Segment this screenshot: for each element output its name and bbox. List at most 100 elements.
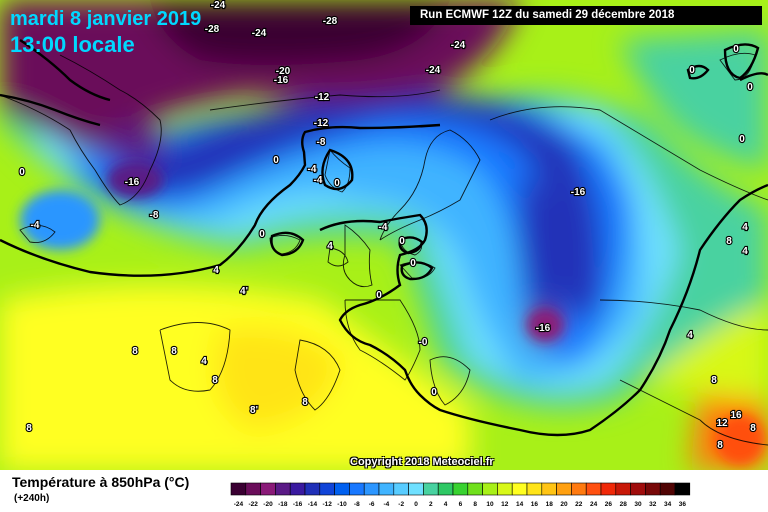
legend-swatch bbox=[645, 482, 661, 496]
legend-tick-label: 14 bbox=[516, 501, 524, 508]
legend-tick-label: 22 bbox=[575, 501, 583, 508]
forecast-time: 13:00 locale bbox=[10, 32, 135, 57]
legend-tick-label: 8 bbox=[473, 501, 477, 508]
legend-tick-label: -12 bbox=[322, 501, 332, 508]
isotherm-label: 8 bbox=[717, 440, 723, 451]
isotherm-label: 8 bbox=[302, 397, 308, 408]
isotherm-label: -16 bbox=[125, 177, 140, 188]
legend-swatch bbox=[363, 482, 380, 496]
isotherm-label: 0 bbox=[733, 44, 739, 55]
isotherm-label: 8' bbox=[250, 405, 258, 416]
isotherm-label: 0 bbox=[273, 155, 279, 166]
isotherm-label: -12 bbox=[315, 92, 330, 103]
isotherm-label: 4' bbox=[240, 286, 248, 297]
legend-tick-label: 32 bbox=[649, 501, 657, 508]
legend-tick-label: -14 bbox=[308, 501, 318, 508]
legend-tick-label: -20 bbox=[263, 501, 273, 508]
legend-tick-label: 24 bbox=[590, 501, 598, 508]
map-title: Température à 850hPa (°C) bbox=[12, 474, 190, 490]
isotherm-label: -0 bbox=[419, 337, 428, 348]
legend-swatch bbox=[556, 482, 572, 496]
isotherm-label: 8 bbox=[711, 375, 717, 386]
legend-swatch bbox=[378, 482, 395, 496]
isotherm-label: -24 bbox=[426, 65, 441, 76]
isotherm-label: 4 bbox=[327, 241, 333, 252]
legend-swatch bbox=[467, 482, 483, 496]
legend-tick-label: 0 bbox=[414, 501, 418, 508]
legend-swatch bbox=[437, 482, 454, 496]
isotherm-label: 0 bbox=[431, 387, 437, 398]
legend-swatch bbox=[497, 482, 513, 496]
legend-swatch bbox=[289, 482, 306, 496]
legend-swatch bbox=[526, 482, 543, 496]
temperature-map: -24-28 -24-28-24-24-20-16-12-12-8-16-8-40… bbox=[0, 0, 768, 470]
isotherm-label: 0 bbox=[334, 178, 340, 189]
legend-tick-label: 6 bbox=[459, 501, 463, 508]
isotherm-label: 4 bbox=[687, 330, 693, 341]
legend-tick-label: 30 bbox=[634, 501, 642, 508]
isotherm-label: 0 bbox=[747, 82, 753, 93]
legend-swatch bbox=[319, 482, 335, 496]
legend-swatch bbox=[585, 482, 602, 496]
legend-tick-label: 18 bbox=[546, 501, 554, 508]
legend-tick-labels: -24 -22 -20 -18 -16 -14 -12 -10 -8 -6 -4 -2 0 2 4 6 8 10 1… bbox=[234, 501, 687, 508]
isotherm-label: 0 bbox=[399, 236, 405, 247]
isotherm-label: 4 bbox=[742, 246, 748, 257]
legend-swatches bbox=[230, 482, 691, 496]
legend-tick-label: 36 bbox=[679, 501, 687, 508]
legend-tick-label: -4 bbox=[384, 501, 390, 508]
legend-tick-label: 16 bbox=[531, 501, 539, 508]
isotherm-label: -8 bbox=[150, 210, 159, 221]
legend-swatch bbox=[511, 482, 528, 496]
legend-tick-label: 2 bbox=[429, 501, 433, 508]
isotherm-label: -28 bbox=[205, 24, 220, 35]
legend-swatch bbox=[393, 482, 409, 496]
legend-swatch bbox=[541, 482, 557, 496]
legend-tick-label: -10 bbox=[337, 501, 347, 508]
legend-tick-label: -22 bbox=[248, 501, 258, 508]
isotherm-label: 8 bbox=[726, 236, 732, 247]
legend-swatch bbox=[230, 482, 247, 496]
legend-swatch bbox=[260, 482, 276, 496]
isotherm-label: 4 bbox=[213, 265, 219, 276]
isotherm-label: 0 bbox=[259, 229, 265, 240]
isotherm-label: 0 bbox=[410, 258, 416, 269]
isotherm-label: 8 bbox=[132, 346, 138, 357]
temperature-field bbox=[0, 0, 768, 470]
legend-tick-label: -18 bbox=[278, 501, 288, 508]
legend-swatch bbox=[482, 482, 498, 496]
isotherm-label: -24 bbox=[252, 28, 267, 39]
legend-tick-label: 4 bbox=[444, 501, 448, 508]
legend-swatch bbox=[334, 482, 350, 496]
isotherm-label: -24 bbox=[211, 0, 226, 11]
isotherm-label: 12 bbox=[716, 418, 728, 429]
isotherm-label: -28 bbox=[323, 16, 338, 27]
forecast-horizon: (+240h) bbox=[14, 493, 50, 504]
isotherm-label: -16 bbox=[536, 323, 551, 334]
legend-swatch bbox=[423, 482, 439, 496]
legend-swatch bbox=[674, 482, 691, 496]
isotherm-label: -4 bbox=[314, 175, 323, 186]
legend-swatch bbox=[615, 482, 631, 496]
legend-swatch bbox=[600, 482, 617, 496]
isotherm-label: -4 bbox=[308, 164, 317, 175]
legend-tick-label: 10 bbox=[486, 501, 494, 508]
legend-tick-label: 26 bbox=[605, 501, 613, 508]
legend-swatch bbox=[304, 482, 321, 496]
isotherm-label: 8 bbox=[212, 375, 218, 386]
isotherm-label: 0 bbox=[689, 65, 695, 76]
legend-swatch bbox=[349, 482, 365, 496]
isotherm-label: 8 bbox=[171, 346, 177, 357]
legend-tick-label: 34 bbox=[664, 501, 672, 508]
color-scale-legend: -24 -22 -20 -18 -16 -14 -12 -10 -8 -6 -4 -2 0 2 4 6 8 10 1… bbox=[230, 482, 691, 508]
isotherm-label: 0 bbox=[376, 290, 382, 301]
isotherm-label: -4 bbox=[379, 222, 388, 233]
isotherm-label: 8 bbox=[26, 423, 32, 434]
legend-tick-label: -8 bbox=[354, 501, 360, 508]
legend-swatch bbox=[452, 482, 469, 496]
isotherm-labels: -24-28 -24-28-24-24-20-16-12-12-8-16-8-40… bbox=[18, 0, 757, 452]
isotherm-label: -24 bbox=[451, 40, 466, 51]
isotherm-label: 16 bbox=[730, 410, 742, 421]
zero-isotherm bbox=[0, 39, 768, 437]
isotherm-label: -20 bbox=[276, 66, 291, 77]
